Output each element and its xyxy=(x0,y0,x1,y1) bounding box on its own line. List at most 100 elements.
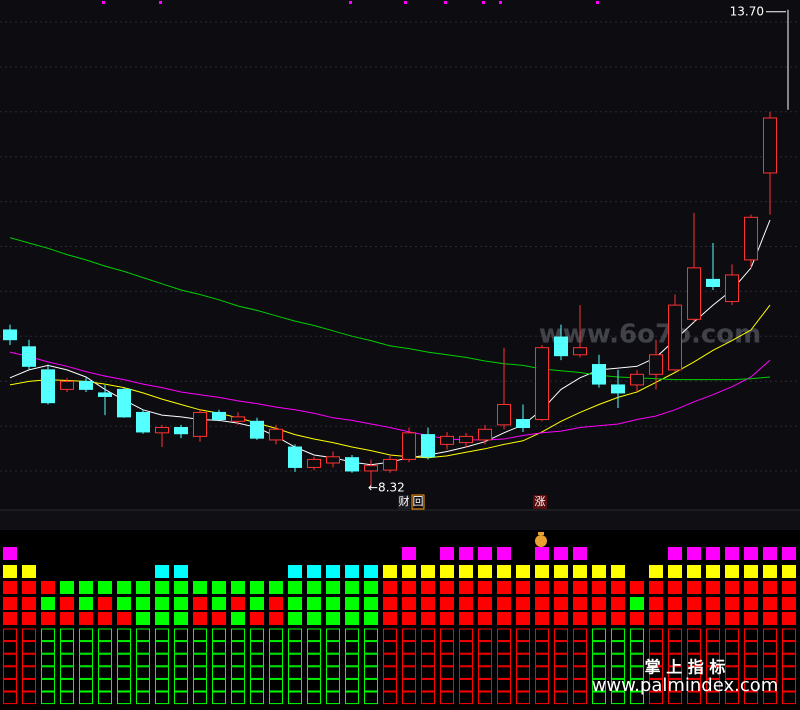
candle-body xyxy=(98,392,112,397)
signal-grid-cell xyxy=(269,641,283,654)
signal-cell xyxy=(554,547,568,560)
signal-cell xyxy=(421,612,435,625)
signal-cell xyxy=(573,597,587,610)
signal-grid-cell xyxy=(117,691,131,705)
signal-grid-cell xyxy=(136,666,150,679)
signal-cell xyxy=(250,612,264,625)
candle-body xyxy=(592,364,606,385)
signal-grid-cell xyxy=(744,628,758,642)
signal-grid-cell xyxy=(687,641,701,654)
signal-cell xyxy=(706,581,720,594)
signal-grid-cell xyxy=(554,653,568,667)
signal-grid-cell xyxy=(516,653,530,667)
signal-grid-cell xyxy=(459,641,473,654)
signal-grid-cell xyxy=(763,666,777,679)
signal-grid-cell xyxy=(630,628,644,642)
signal-grid-cell xyxy=(3,691,17,705)
candle-body xyxy=(706,278,720,287)
signal-grid-cell xyxy=(725,628,739,642)
signal-grid-cell xyxy=(98,653,112,667)
candle-body xyxy=(383,458,397,471)
signal-grid-cell xyxy=(326,666,340,679)
signal-cell xyxy=(573,565,587,578)
signal-cell xyxy=(22,565,36,578)
ma-line xyxy=(9,304,771,459)
candle-body xyxy=(326,456,340,464)
signal-grid-cell xyxy=(592,666,606,679)
signal-cell xyxy=(516,612,530,625)
candle-body xyxy=(668,304,682,371)
signal-grid-cell xyxy=(402,666,416,679)
signal-grid-cell xyxy=(41,691,55,705)
signal-grid-cell xyxy=(782,641,796,654)
signal-grid-cell xyxy=(668,653,682,667)
signal-cell xyxy=(79,612,93,625)
signal-grid-cell xyxy=(307,628,321,642)
signal-grid-cell xyxy=(383,678,397,692)
candle-body xyxy=(155,427,169,434)
signal-cell xyxy=(649,597,663,610)
signal-grid-cell xyxy=(364,641,378,654)
signal-cell xyxy=(573,547,587,560)
signal-cell xyxy=(136,612,150,625)
signal-grid-cell xyxy=(174,691,188,705)
signal-grid-cell xyxy=(136,641,150,654)
footer-title: 掌 上 指 标 xyxy=(645,658,726,677)
signal-cell xyxy=(345,597,359,610)
signal-cell xyxy=(440,565,454,578)
candle-body xyxy=(136,411,150,433)
signal-grid-cell xyxy=(41,678,55,692)
signal-cell xyxy=(136,581,150,594)
signal-grid-cell xyxy=(421,666,435,679)
signal-grid-cell xyxy=(497,628,511,642)
signal-cell xyxy=(193,597,207,610)
signal-grid-cell xyxy=(573,691,587,705)
signal-grid-cell xyxy=(193,691,207,705)
signal-grid-cell xyxy=(497,641,511,654)
signal-cell xyxy=(364,565,378,578)
candle-body xyxy=(41,369,55,404)
signal-cell xyxy=(725,581,739,594)
signal-cell xyxy=(60,597,74,610)
signal-grid-cell xyxy=(478,678,492,692)
signal-cell xyxy=(117,597,131,610)
signal-grid-cell xyxy=(117,641,131,654)
signal-cell xyxy=(307,612,321,625)
signal-grid-cell xyxy=(117,628,131,642)
signal-cell xyxy=(535,547,549,560)
signal-grid-cell xyxy=(326,678,340,692)
candle-body xyxy=(535,347,549,421)
signal-grid-cell xyxy=(687,678,701,692)
signal-cell xyxy=(136,597,150,610)
signal-grid-cell xyxy=(288,691,302,705)
candle-body xyxy=(459,435,473,444)
candle-body xyxy=(744,216,758,261)
signal-cell xyxy=(155,612,169,625)
candle-body xyxy=(60,380,74,390)
signal-grid-cell xyxy=(364,666,378,679)
signal-grid-cell xyxy=(250,666,264,679)
signal-cell xyxy=(478,612,492,625)
candle-body xyxy=(250,420,264,439)
signal-cell xyxy=(98,597,112,610)
signal-grid-cell xyxy=(649,653,663,667)
signal-grid-cell xyxy=(478,666,492,679)
signal-cell xyxy=(668,565,682,578)
signal-grid-cell xyxy=(345,666,359,679)
signal-grid-cell xyxy=(98,641,112,654)
signal-cell xyxy=(364,612,378,625)
signal-cell xyxy=(174,597,188,610)
signal-grid-cell xyxy=(136,678,150,692)
signal-cell xyxy=(345,565,359,578)
signal-cell xyxy=(364,581,378,594)
signal-grid-cell xyxy=(41,641,55,654)
signal-grid-cell xyxy=(231,666,245,679)
candle-body xyxy=(231,416,245,422)
signal-grid-cell xyxy=(611,641,625,654)
signal-grid-cell xyxy=(212,678,226,692)
signal-grid-cell xyxy=(725,691,739,705)
signal-cell xyxy=(782,612,796,625)
signal-grid-cell xyxy=(174,628,188,642)
signal-cell xyxy=(212,612,226,625)
signal-grid-cell xyxy=(535,691,549,705)
